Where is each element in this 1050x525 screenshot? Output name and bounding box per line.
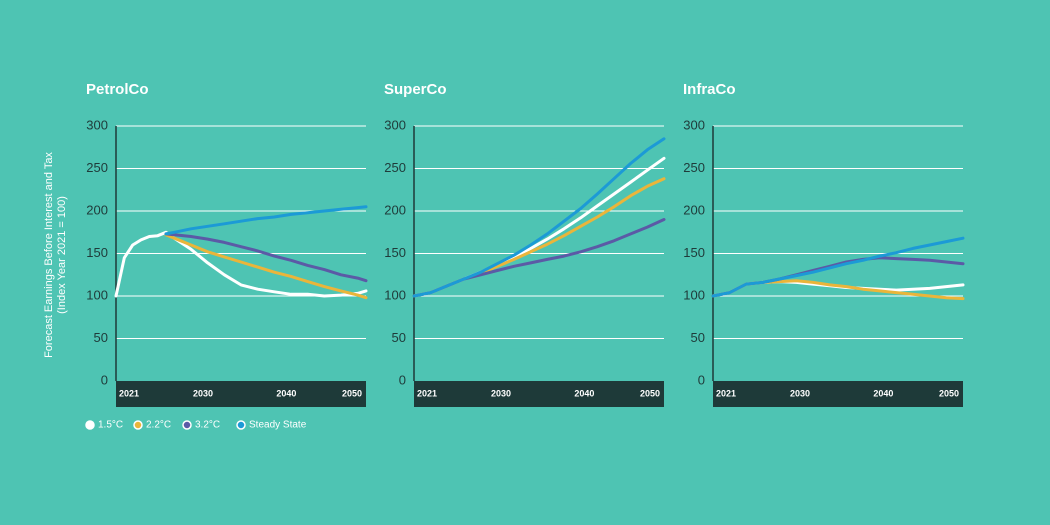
series-line [711, 236, 965, 298]
y-tick-label: 0 [101, 372, 108, 387]
legend-label: 2.2°C [146, 420, 171, 431]
y-tick-label: 0 [698, 372, 705, 387]
y-tick-label: 50 [392, 330, 406, 345]
chart-title: InfraCo [683, 81, 736, 98]
legend-label: 1.5°C [98, 420, 123, 431]
x-tick-label: 2030 [491, 388, 511, 398]
y-tick-label: 0 [399, 372, 406, 387]
x-tick-label: 2030 [790, 388, 810, 398]
y-tick-label: 300 [384, 117, 406, 132]
x-tick-label: 2030 [193, 388, 213, 398]
series-line [114, 230, 368, 298]
y-title-line: Forecast Earnings Before Interest and Ta… [43, 152, 55, 358]
legend-marker [133, 420, 143, 430]
legend-label: 3.2°C [195, 420, 220, 431]
y-tick-label: 200 [683, 202, 705, 217]
legend-marker [236, 420, 246, 430]
y-title-line: (Index Year 2021 = 100) [56, 196, 68, 314]
series-line [164, 233, 368, 300]
legend-label: Steady State [249, 420, 307, 431]
y-tick-label: 50 [94, 330, 108, 345]
y-tick-label: 50 [691, 330, 705, 345]
series-line [164, 205, 368, 236]
x-tick-label: 2050 [342, 388, 362, 398]
y-tick-label: 200 [86, 202, 108, 217]
y-tick-label: 250 [384, 160, 406, 175]
x-tick-label: 2040 [574, 388, 594, 398]
y-tick-label: 100 [384, 287, 406, 302]
y-tick-label: 250 [683, 160, 705, 175]
x-tick-label: 2040 [873, 388, 893, 398]
y-tick-label: 250 [86, 160, 108, 175]
y-tick-label: 100 [86, 287, 108, 302]
series-line [164, 232, 368, 283]
x-axis-band [414, 381, 664, 407]
y-tick-label: 300 [683, 117, 705, 132]
x-tick-label: 2050 [939, 388, 959, 398]
series-line [412, 137, 666, 298]
y-tick-label: 150 [384, 245, 406, 260]
y-tick-label: 200 [384, 202, 406, 217]
y-tick-label: 150 [86, 245, 108, 260]
x-tick-label: 2021 [716, 388, 736, 398]
y-axis-title: Forecast Earnings Before Interest and Ta… [43, 152, 68, 358]
x-tick-label: 2050 [640, 388, 660, 398]
y-tick-label: 300 [86, 117, 108, 132]
y-tick-label: 150 [683, 245, 705, 260]
chart-title: SuperCo [384, 81, 447, 98]
legend-marker [85, 420, 95, 430]
x-tick-label: 2021 [119, 388, 139, 398]
x-tick-label: 2040 [276, 388, 296, 398]
x-axis-band [713, 381, 963, 407]
chart-title: PetrolCo [86, 81, 149, 98]
x-tick-label: 2021 [417, 388, 437, 398]
x-axis-band [116, 381, 366, 407]
legend-marker [182, 420, 192, 430]
y-tick-label: 100 [683, 287, 705, 302]
